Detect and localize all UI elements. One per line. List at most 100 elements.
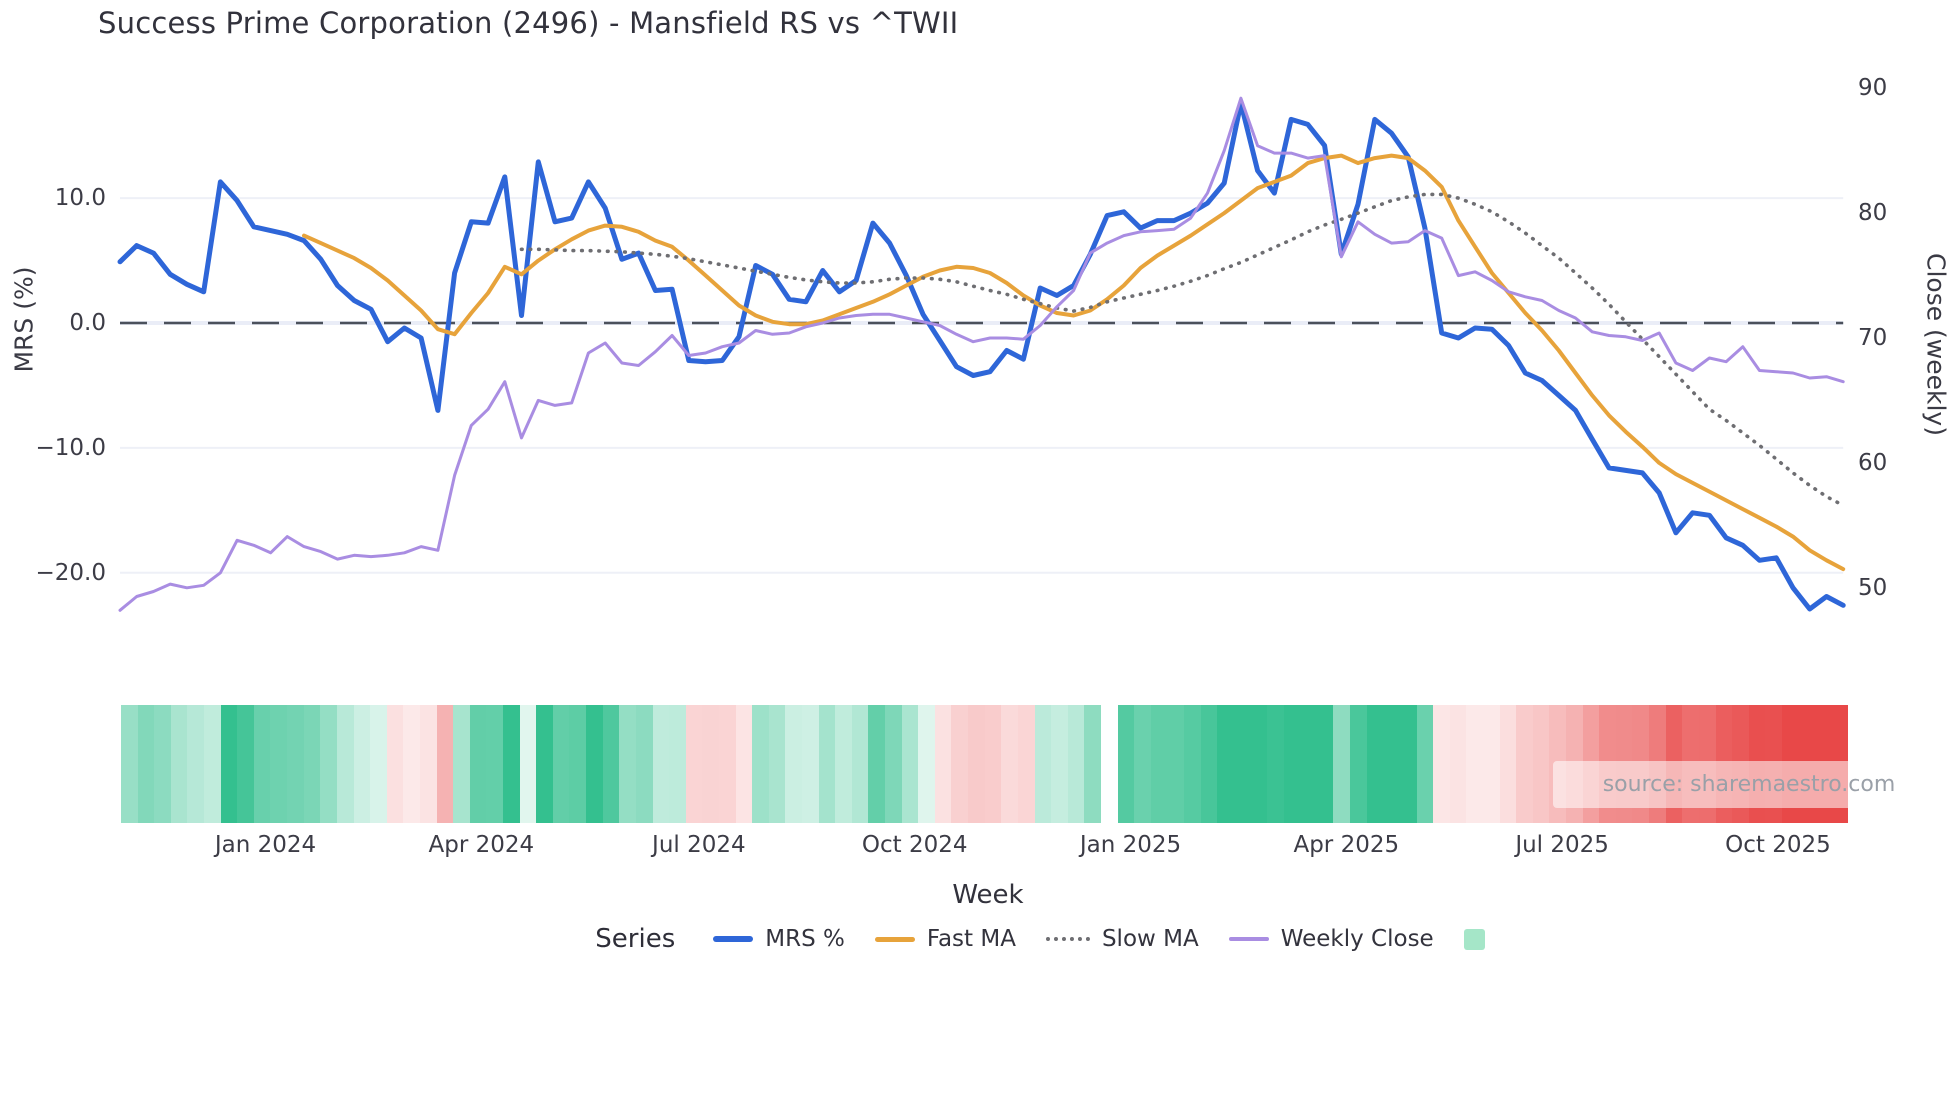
- heatmap-cell[interactable]: [121, 705, 138, 823]
- heatmap-cell[interactable]: [370, 705, 387, 823]
- heatmap-cell[interactable]: [718, 705, 736, 823]
- heatmap-cell[interactable]: [1100, 705, 1118, 823]
- heatmap-cell[interactable]: [1233, 705, 1251, 823]
- mrs--swatch-icon: [713, 936, 754, 942]
- heatmap-cell[interactable]: [951, 705, 969, 823]
- heatmap-cell[interactable]: [1316, 705, 1334, 823]
- heatmap-cell[interactable]: [968, 705, 985, 823]
- plot-area[interactable]: [0, 0, 1960, 700]
- x-axis-tick: Jan 2025: [1079, 832, 1182, 858]
- heatmap-cell[interactable]: [1034, 705, 1052, 823]
- heatmap-cell[interactable]: [1150, 705, 1168, 823]
- heatmap-cell[interactable]: [818, 705, 836, 823]
- heatmap-cell[interactable]: [403, 705, 420, 823]
- heatmap-cell[interactable]: [320, 705, 337, 823]
- heatmap-cell[interactable]: [586, 705, 603, 823]
- heatmap-cell[interactable]: [1499, 705, 1517, 823]
- heatmap-cell[interactable]: [785, 705, 802, 823]
- heatmap-cell[interactable]: [170, 705, 188, 823]
- heatmap-cell[interactable]: [934, 705, 952, 823]
- heatmap-cell[interactable]: [885, 705, 902, 823]
- heatmap-cell[interactable]: [984, 705, 1002, 823]
- heatmap-cell[interactable]: [868, 705, 886, 823]
- legend-item-fast-ma[interactable]: Fast MA: [874, 926, 1016, 952]
- heatmap-cell[interactable]: [1184, 705, 1201, 823]
- heatmap-cell[interactable]: [253, 705, 271, 823]
- heatmap-cell[interactable]: [1250, 705, 1268, 823]
- heatmap-cell[interactable]: [1117, 705, 1135, 823]
- heatmap-cell[interactable]: [220, 705, 238, 823]
- heatmap-cell[interactable]: [702, 705, 719, 823]
- heatmap-cell[interactable]: [486, 705, 504, 823]
- heatmap-cell[interactable]: [768, 705, 786, 823]
- heatmap-cell[interactable]: [1433, 705, 1450, 823]
- heatmap-cell[interactable]: [303, 705, 321, 823]
- heatmap-cell[interactable]: [685, 705, 703, 823]
- legend-item-slow-ma[interactable]: Slow MA: [1045, 926, 1199, 952]
- heatmap-cell[interactable]: [1416, 705, 1434, 823]
- heatmap-cell[interactable]: [1067, 705, 1085, 823]
- heatmap-cell[interactable]: [137, 705, 155, 823]
- heatmap-cell[interactable]: [336, 705, 354, 823]
- heatmap-cell[interactable]: [204, 705, 221, 823]
- heatmap-strip[interactable]: [121, 705, 1849, 823]
- heatmap-cell[interactable]: [1167, 705, 1184, 823]
- heatmap-cell[interactable]: [635, 705, 653, 823]
- heatmap-cell[interactable]: [1516, 705, 1533, 823]
- heatmap-cell[interactable]: [851, 705, 869, 823]
- legend-item-heatmap[interactable]: [1463, 928, 1485, 950]
- heatmap-cell[interactable]: [1333, 705, 1351, 823]
- fast-ma-line: [302, 153, 1846, 572]
- heatmap-cell[interactable]: [652, 705, 670, 823]
- heatmap-cell[interactable]: [1267, 705, 1284, 823]
- heatmap-cell[interactable]: [752, 705, 769, 823]
- heatmap-cell[interactable]: [1449, 705, 1467, 823]
- heatmap-cell[interactable]: [569, 705, 587, 823]
- heatmap-cell[interactable]: [1084, 705, 1101, 823]
- heatmap-cell[interactable]: [1350, 705, 1367, 823]
- heatmap-cell[interactable]: [419, 705, 437, 823]
- heatmap-cell[interactable]: [801, 705, 819, 823]
- heatmap-cell[interactable]: [735, 705, 753, 823]
- heatmap-cell[interactable]: [436, 705, 454, 823]
- heatmap-cell[interactable]: [1283, 705, 1301, 823]
- legend-item-mrs-[interactable]: MRS %: [713, 926, 845, 952]
- heatmap-cell[interactable]: [602, 705, 620, 823]
- heatmap-cell[interactable]: [386, 705, 404, 823]
- heatmap-cell[interactable]: [918, 705, 935, 823]
- heatmap-cell[interactable]: [154, 705, 171, 823]
- heatmap-cell[interactable]: [552, 705, 570, 823]
- heatmap-cell[interactable]: [1051, 705, 1068, 823]
- heatmap-cell[interactable]: [1200, 705, 1218, 823]
- heatmap-cell[interactable]: [1482, 705, 1500, 823]
- heatmap-cell[interactable]: [1383, 705, 1400, 823]
- y-left-tick: −10.0: [35, 434, 106, 461]
- heatmap-cell[interactable]: [187, 705, 205, 823]
- heatmap-cell[interactable]: [1134, 705, 1151, 823]
- heatmap-cell[interactable]: [1217, 705, 1234, 823]
- heatmap-cell[interactable]: [469, 705, 487, 823]
- heatmap-cell[interactable]: [669, 705, 686, 823]
- heatmap-cell[interactable]: [1366, 705, 1384, 823]
- heatmap-cell[interactable]: [353, 705, 371, 823]
- heatmap-cell[interactable]: [503, 705, 520, 823]
- heatmap-cell[interactable]: [1001, 705, 1018, 823]
- heatmap-cell[interactable]: [1300, 705, 1317, 823]
- heatmap-cell[interactable]: [287, 705, 304, 823]
- legend-item-weekly-close[interactable]: Weekly Close: [1228, 926, 1434, 952]
- heatmap-cell[interactable]: [453, 705, 470, 823]
- heatmap-cell[interactable]: [536, 705, 553, 823]
- heatmap-cell[interactable]: [1399, 705, 1417, 823]
- y-left-tick: 0.0: [69, 310, 106, 336]
- heatmap-cell[interactable]: [901, 705, 919, 823]
- y-left-tick: 10.0: [54, 185, 106, 212]
- heatmap-cell[interactable]: [270, 705, 288, 823]
- heatmap-cell[interactable]: [519, 705, 537, 823]
- heatmap-cell[interactable]: [1532, 705, 1550, 823]
- heatmap-cell[interactable]: [1017, 705, 1035, 823]
- heatmap-cell[interactable]: [237, 705, 254, 823]
- weekly-close-line: [118, 96, 1845, 612]
- heatmap-cell[interactable]: [835, 705, 852, 823]
- heatmap-cell[interactable]: [619, 705, 636, 823]
- heatmap-cell[interactable]: [1466, 705, 1483, 823]
